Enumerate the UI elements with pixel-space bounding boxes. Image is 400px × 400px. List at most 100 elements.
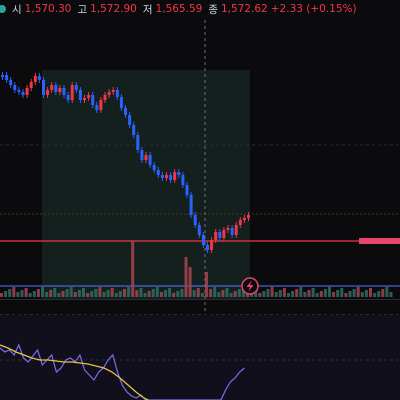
candle [107,92,111,95]
volume-bar [287,293,290,297]
candle [230,228,234,235]
candle [124,108,127,115]
volume-bar [369,288,372,297]
volume-bar [344,293,348,297]
volume-bar [373,293,377,297]
candle [103,95,107,100]
open-label: 시 [12,3,22,16]
volume-bar [0,293,3,297]
volume-bar [266,289,270,297]
candle [62,88,66,95]
volume-bar [82,288,85,297]
candle [177,172,181,175]
volume-bar [229,293,233,297]
candle [128,115,132,125]
candle [5,75,9,80]
highlight-zone [42,70,250,300]
level-price-tag[interactable] [359,238,400,244]
ohlc-legend: 시 1,570.30 고 1,572.90 저 1,565.59 종 1,572… [0,0,400,18]
candle [21,92,25,95]
candle [165,175,168,178]
volume-bar [184,257,188,297]
volume-bar [24,288,28,297]
candle [74,85,78,90]
candle [119,97,123,108]
volume-bar [188,267,192,297]
volume-bar [114,293,118,297]
change-value: +2.33 (+0.15%) [270,3,357,15]
candle [13,85,17,90]
candle [1,75,4,77]
candle [185,185,189,195]
volume-bar [12,287,16,297]
volume-bar [221,290,225,297]
volume-bar [295,289,299,297]
volume-bar [192,290,196,297]
candle [242,218,246,220]
volume-bar [176,291,180,297]
candle [58,88,62,92]
candle [111,90,115,92]
candle [95,105,99,110]
close-label: 종 [208,3,218,16]
rsi-moving-average [0,344,150,400]
candle [99,100,103,110]
close-value: 1,572.62 [220,3,268,15]
volume-bar [77,290,81,297]
volume-bar [356,287,360,297]
volume-bar [336,290,340,297]
volume-bar [28,293,32,297]
volume-bar [45,292,49,297]
candle [54,85,58,92]
candle [66,95,70,100]
volume-bar [348,291,352,297]
volume-bar [139,288,143,297]
volume-bar [32,291,36,297]
candle [169,175,173,180]
candle [91,95,95,105]
candles [1,72,250,253]
candle [29,82,33,88]
volume-bar [196,288,200,297]
volume-bar [270,287,274,297]
volume-bar [57,293,61,297]
candle [193,215,197,225]
volume-bar [90,291,94,297]
volume-bar [41,287,44,297]
volume-bar [36,289,40,297]
volume-bar [16,292,20,297]
volume-bar [49,290,53,297]
volume-bar [209,289,213,297]
volume-bar [262,291,266,297]
candle [83,98,86,100]
candle [152,165,156,170]
volume-bar [377,291,381,297]
candle [189,195,193,215]
volume-bar [311,288,315,297]
candle [160,175,164,178]
volume-bar [131,241,135,297]
candle [206,245,209,250]
volume-bar [143,293,147,297]
candle [222,230,226,238]
candle [115,90,119,97]
candle [87,95,91,98]
lightning-bolt-icon[interactable] [241,277,259,295]
volume-bar [123,289,126,297]
volume-bar [278,290,282,297]
volume-bar [315,293,319,297]
volume-bar [328,287,331,297]
volume-bar [282,288,286,297]
volume-bar [332,292,336,297]
candle [234,225,238,235]
candle [201,235,205,245]
candle [197,225,201,235]
volume-bar [291,291,295,297]
volume-bar [360,292,364,297]
high-label: 고 [77,3,88,16]
candle [70,85,74,100]
candle [218,232,222,238]
volume-bar [385,287,389,297]
candle [156,170,160,175]
